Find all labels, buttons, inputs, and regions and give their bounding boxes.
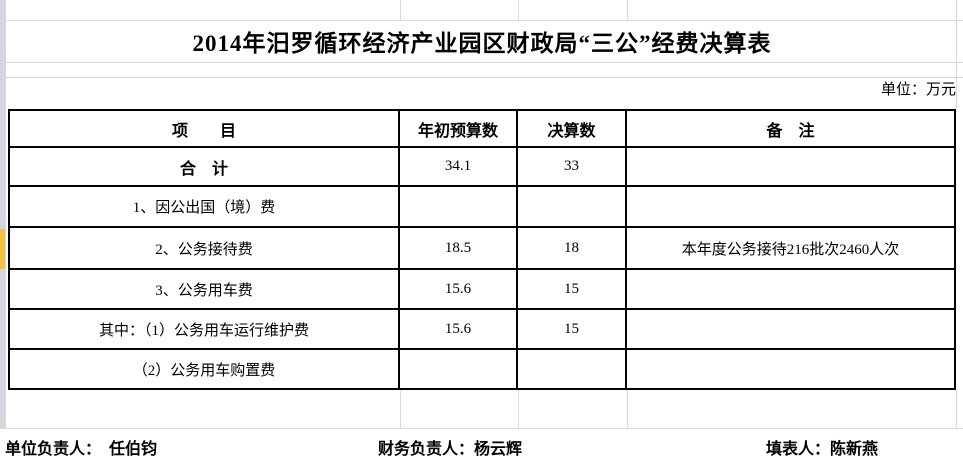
cell-note[interactable]	[627, 350, 954, 388]
unit-head-label: 单位负责人： 任伯钧	[5, 441, 158, 458]
cell-item[interactable]: 合 计	[10, 148, 400, 187]
header-cell-note[interactable]: 备 注	[627, 111, 954, 148]
gridline	[0, 428, 963, 429]
signature-row: 单位负责人： 任伯钧 财务负责人：杨云辉 填表人：陈新燕	[0, 438, 963, 464]
gridline	[627, 390, 628, 428]
finance-head-label: 财务负责人：杨云辉	[378, 441, 523, 458]
header-cell-item[interactable]: 项 目	[10, 111, 400, 148]
unit-label: 单位：万元	[880, 82, 956, 98]
gridline	[0, 70, 6, 71]
gridline	[6, 62, 963, 63]
preparer-label: 填表人：陈新燕	[766, 441, 879, 458]
cell-budget[interactable]: 18.5	[400, 228, 518, 270]
cell-item[interactable]: 2、公务接待费	[10, 228, 400, 270]
cell-budget[interactable]	[400, 187, 518, 228]
cell-budget[interactable]: 15.6	[400, 270, 518, 310]
cell-item[interactable]: （2）公务用车购置费	[10, 350, 400, 388]
gridline	[400, 0, 401, 20]
cell-item[interactable]: 其中：（1）公务用车运行维护费	[10, 310, 400, 350]
cell-final[interactable]: 33	[518, 148, 627, 187]
cell-final[interactable]: 18	[518, 228, 627, 270]
cell-item[interactable]: 1、因公出国（境）费	[10, 187, 400, 228]
cell-item[interactable]: 3、公务用车费	[10, 270, 400, 310]
gridline	[6, 77, 963, 78]
cell-budget[interactable]: 34.1	[400, 148, 518, 187]
cell-final[interactable]: 15	[518, 310, 627, 350]
gridline	[0, 20, 963, 21]
gridline	[518, 0, 519, 20]
gridline	[400, 390, 401, 428]
cell-final[interactable]: 15	[518, 270, 627, 310]
cell-note[interactable]	[627, 187, 954, 228]
row-selection-marker	[0, 229, 5, 269]
cell-budget[interactable]	[400, 350, 518, 388]
page-title: 2014年汨罗循环经济产业园区财政局“三公”经费决算表	[192, 31, 772, 56]
cell-note[interactable]	[627, 270, 954, 310]
cell-note[interactable]: 本年度公务接待216批次2460人次	[627, 228, 954, 270]
cell-note[interactable]	[627, 310, 954, 350]
gridline	[956, 390, 957, 428]
gridline	[0, 50, 6, 51]
gridline	[627, 0, 628, 20]
header-cell-final[interactable]: 决算数	[518, 111, 627, 148]
cell-note[interactable]	[627, 148, 954, 187]
header-cell-budget[interactable]: 年初预算数	[400, 111, 518, 148]
gridline	[518, 390, 519, 428]
gridline	[956, 0, 957, 109]
cell-budget[interactable]: 15.6	[400, 310, 518, 350]
cell-final[interactable]	[518, 187, 627, 228]
sheet-edge-strip	[0, 0, 6, 428]
cell-final[interactable]	[518, 350, 627, 388]
expenses-table: 项 目 年初预算数 决算数 备 注 合 计 34.1 33 1、因公出国（境）费…	[8, 109, 956, 390]
